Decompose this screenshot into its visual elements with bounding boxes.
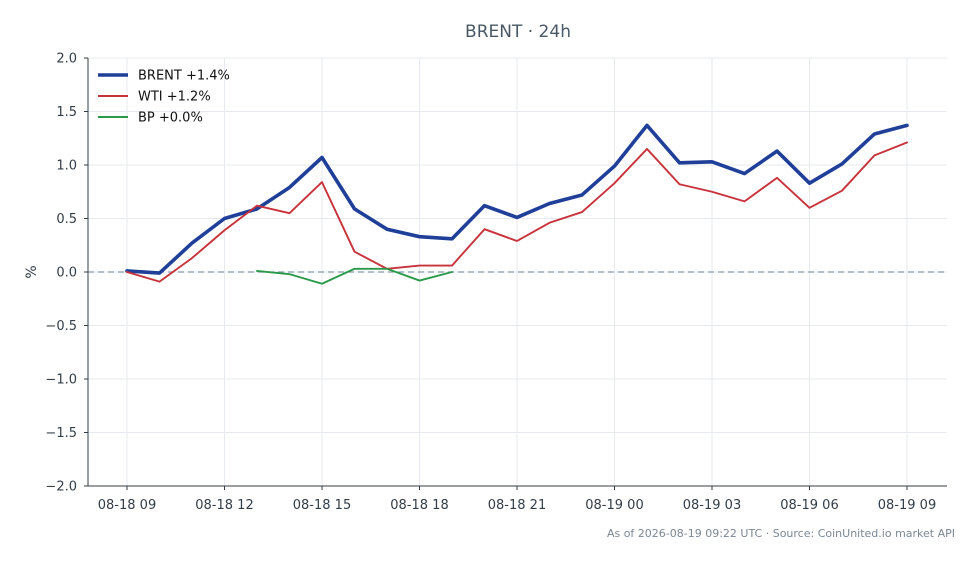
y-tick-label: −2.0 — [45, 480, 77, 495]
y-tick-label: −1.5 — [45, 426, 77, 441]
footer-source-note: As of 2026-08-19 09:22 UTC · Source: Coi… — [607, 527, 955, 540]
legend-label: WTI +1.2% — [138, 90, 211, 105]
y-tick-label: 2.0 — [56, 52, 77, 67]
series-line-brent — [125, 123, 909, 275]
x-axis: 08-18 09 08-18 12 08-18 15 08-18 18 08-18 21… — [88, 485, 947, 513]
x-tick-label: 08-18 12 — [195, 498, 253, 513]
legend-label: BP +0.0% — [138, 111, 203, 126]
series-group — [125, 123, 909, 285]
y-tick-label: 1.5 — [56, 105, 77, 120]
x-tick-label: 08-18 18 — [390, 498, 448, 513]
x-tick-label: 08-18 09 — [98, 498, 156, 513]
x-tick-label: 08-19 06 — [780, 498, 838, 513]
legend: BRENT +1.4% WTI +1.2% BP +0.0% — [98, 69, 230, 126]
y-tick-label: 1.0 — [56, 159, 77, 174]
y-axis-label: % — [24, 265, 40, 278]
y-tick-label: 0.0 — [56, 266, 77, 281]
y-axis: 2.0 1.5 1.0 0.5 0.0 −0.5 −1.0 −1.5 −2.0 — [45, 52, 89, 495]
x-tick-label: 08-18 15 — [293, 498, 351, 513]
y-tick-label: 0.5 — [56, 212, 77, 227]
x-tick-label: 08-19 03 — [683, 498, 741, 513]
chart-title: BRENT · 24h — [465, 22, 571, 42]
series-line-wti — [126, 141, 908, 283]
y-tick-label: −1.0 — [45, 373, 77, 388]
legend-label: BRENT +1.4% — [138, 69, 230, 84]
series-line-bp — [256, 267, 453, 285]
x-tick-label: 08-19 00 — [585, 498, 643, 513]
x-tick-label: 08-19 09 — [878, 498, 936, 513]
y-tick-label: −0.5 — [45, 319, 77, 334]
x-tick-label: 08-18 21 — [488, 498, 546, 513]
